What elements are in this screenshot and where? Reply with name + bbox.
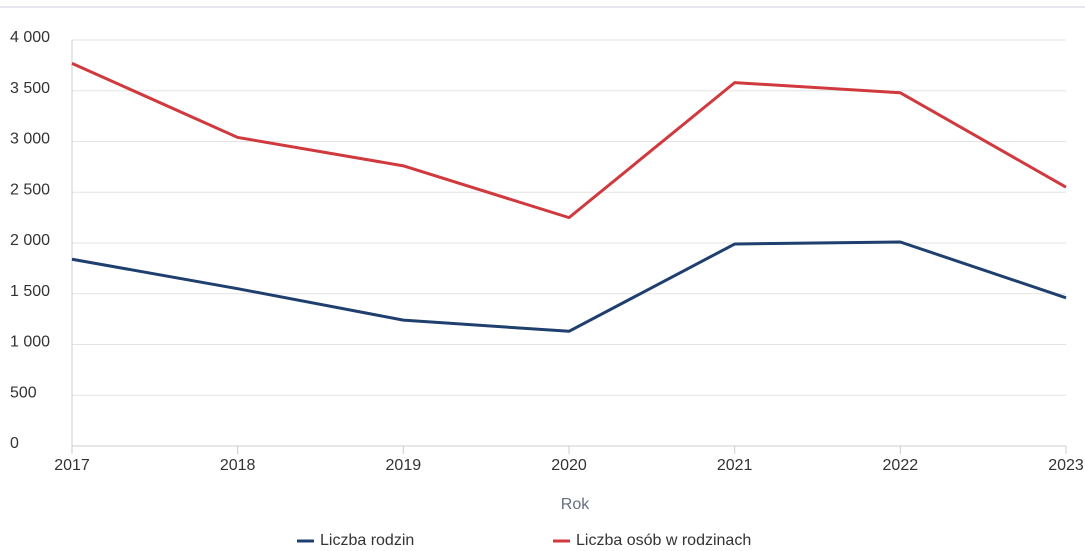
x-tick-label: 2018	[220, 457, 256, 474]
y-tick-label: 2 000	[10, 232, 50, 249]
x-axis-title: Rok	[561, 496, 590, 513]
y-tick-label: 500	[10, 384, 37, 401]
y-tick-label: 1 000	[10, 334, 50, 351]
legend-label: Liczba osób w rodzinach	[576, 532, 751, 549]
x-tick-label: 2020	[551, 457, 587, 474]
y-tick-label: 2 500	[10, 181, 50, 198]
x-tick-label: 2023	[1048, 457, 1084, 474]
x-tick-label: 2019	[386, 457, 422, 474]
y-tick-label: 0	[10, 435, 19, 452]
series-line	[71, 61, 1067, 220]
y-tick-label: 3 000	[10, 131, 50, 148]
x-tick-label: 2021	[717, 457, 753, 474]
series-line	[71, 240, 1067, 333]
y-tick-label: 3 500	[10, 80, 50, 97]
y-tick-label: 1 500	[10, 283, 50, 300]
y-tick-label: 4 000	[10, 29, 50, 46]
x-tick-label: 2017	[54, 457, 90, 474]
legend-label: Liczba rodzin	[320, 532, 414, 549]
x-tick-label: 2022	[883, 457, 919, 474]
